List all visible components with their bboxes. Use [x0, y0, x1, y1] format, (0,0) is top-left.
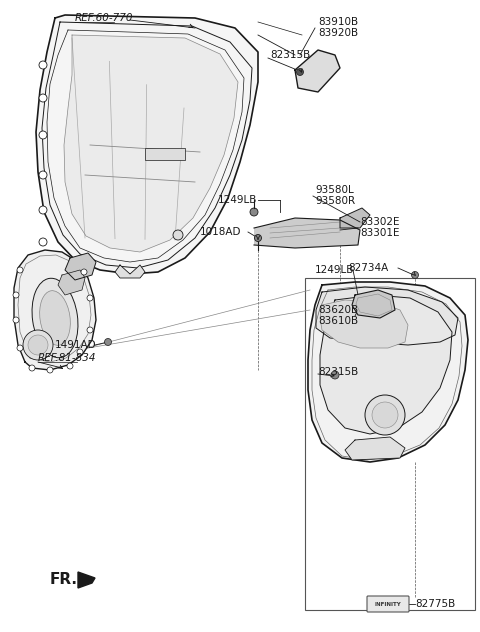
Polygon shape	[36, 15, 258, 274]
Circle shape	[250, 208, 258, 216]
Text: 83302E: 83302E	[360, 217, 399, 227]
Text: 1249LB: 1249LB	[218, 195, 257, 205]
Ellipse shape	[40, 291, 71, 345]
Text: FR.: FR.	[50, 573, 78, 588]
Polygon shape	[295, 50, 340, 92]
Circle shape	[365, 395, 405, 435]
Text: 83620B: 83620B	[318, 305, 358, 315]
Polygon shape	[320, 300, 408, 348]
Text: 83920B: 83920B	[318, 28, 358, 38]
Polygon shape	[316, 287, 458, 345]
Circle shape	[17, 345, 23, 351]
Circle shape	[77, 349, 83, 355]
Bar	[145, 148, 185, 160]
Text: 83610B: 83610B	[318, 316, 358, 326]
Text: 1491AD: 1491AD	[55, 340, 96, 350]
Circle shape	[87, 295, 93, 301]
Polygon shape	[320, 295, 452, 434]
Circle shape	[331, 371, 339, 379]
Text: 93580L: 93580L	[315, 185, 354, 195]
Text: 82315B: 82315B	[318, 367, 358, 377]
Polygon shape	[308, 282, 468, 462]
Text: INFINITY: INFINITY	[374, 602, 401, 607]
FancyBboxPatch shape	[367, 596, 409, 612]
Circle shape	[17, 267, 23, 273]
Circle shape	[39, 61, 47, 69]
Circle shape	[254, 234, 262, 241]
Circle shape	[39, 238, 47, 246]
Polygon shape	[345, 437, 405, 460]
Polygon shape	[254, 218, 360, 248]
Circle shape	[87, 327, 93, 333]
Text: 83301E: 83301E	[360, 228, 399, 238]
Text: 1249LB: 1249LB	[315, 265, 354, 275]
Circle shape	[39, 206, 47, 214]
Text: 82734A: 82734A	[348, 263, 388, 273]
Text: 82775B: 82775B	[415, 599, 455, 609]
Polygon shape	[340, 208, 370, 228]
Polygon shape	[58, 270, 85, 295]
Text: 93580R: 93580R	[315, 196, 355, 206]
Text: REF.60-770: REF.60-770	[75, 13, 133, 23]
Text: 83910B: 83910B	[318, 17, 358, 27]
Polygon shape	[64, 35, 238, 252]
Circle shape	[39, 131, 47, 139]
Circle shape	[13, 292, 19, 298]
Circle shape	[67, 363, 73, 369]
Ellipse shape	[32, 278, 78, 358]
Circle shape	[81, 269, 87, 275]
Circle shape	[28, 335, 48, 355]
Circle shape	[297, 68, 303, 75]
Circle shape	[13, 317, 19, 323]
Circle shape	[29, 365, 35, 371]
Polygon shape	[65, 253, 96, 280]
Polygon shape	[78, 572, 95, 588]
Polygon shape	[115, 265, 145, 278]
Circle shape	[372, 402, 398, 428]
Circle shape	[173, 230, 183, 240]
Bar	[305, 278, 475, 610]
Circle shape	[105, 339, 111, 346]
Circle shape	[39, 171, 47, 179]
Circle shape	[23, 330, 53, 360]
Circle shape	[411, 272, 419, 279]
Text: 1018AD: 1018AD	[200, 227, 241, 237]
Polygon shape	[352, 290, 395, 318]
Circle shape	[39, 94, 47, 102]
Text: 82315B: 82315B	[270, 50, 310, 60]
Polygon shape	[14, 250, 96, 370]
Text: REF.81-834: REF.81-834	[38, 353, 96, 363]
Circle shape	[47, 367, 53, 373]
